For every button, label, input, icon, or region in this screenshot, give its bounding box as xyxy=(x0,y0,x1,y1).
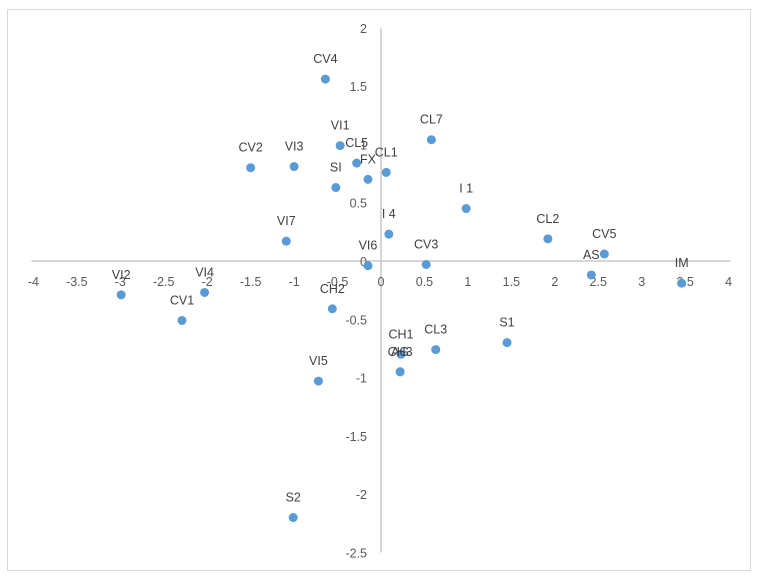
y-tick-label: 1.5 xyxy=(350,80,367,94)
data-point-fx xyxy=(363,174,373,184)
data-point-cv2 xyxy=(246,163,256,173)
data-label-i4: I 4 xyxy=(382,207,396,221)
data-label-si: SI xyxy=(330,161,342,175)
data-point-vi5 xyxy=(313,376,323,386)
data-point-si xyxy=(331,183,341,193)
data-label-cl5: CL5 xyxy=(345,136,368,150)
x-tick-label: 1 xyxy=(464,275,471,289)
x-tick-label: -4 xyxy=(28,275,39,289)
data-label-cl2: CL2 xyxy=(536,212,559,226)
data-label-vi1: VI1 xyxy=(331,119,350,133)
data-point-vi1 xyxy=(335,141,345,151)
data-point-cl3 xyxy=(431,345,441,355)
data-point-cv3 xyxy=(421,259,431,269)
x-tick-label: -1 xyxy=(289,275,300,289)
data-point-i4 xyxy=(384,229,394,239)
data-point-cl7 xyxy=(426,135,436,145)
y-tick-label: -2.5 xyxy=(345,547,367,561)
data-point-vi2 xyxy=(116,290,126,300)
x-tick-label: -3 xyxy=(115,275,126,289)
y-tick-label: -1 xyxy=(356,372,367,386)
data-label-cv1: CV1 xyxy=(170,293,194,307)
data-point-vi6 xyxy=(363,261,373,271)
data-point-cv4 xyxy=(320,74,330,84)
data-label-cv3: CV3 xyxy=(414,237,438,251)
data-point-ch1 xyxy=(396,349,406,359)
data-point-cl2 xyxy=(543,234,553,244)
y-tick-label: 0.5 xyxy=(350,197,367,211)
data-label-cl1: CL1 xyxy=(375,145,398,159)
data-label-vi7: VI7 xyxy=(277,214,296,228)
y-tick-label: 2 xyxy=(360,22,367,36)
data-label-as: AS xyxy=(583,248,600,262)
x-tick-label: 3 xyxy=(638,275,645,289)
x-tick-label: 4 xyxy=(725,275,732,289)
y-tick-label: 1 xyxy=(360,138,367,152)
data-point-cv5 xyxy=(599,249,609,259)
data-label-cv2: CV2 xyxy=(238,141,262,155)
data-point-vi4 xyxy=(200,287,210,297)
data-point-cv1 xyxy=(177,315,187,325)
data-point-ch2 xyxy=(327,304,337,314)
x-tick-label: 0 xyxy=(378,275,385,289)
data-point-i1 xyxy=(461,204,471,214)
data-label-fx: FX xyxy=(360,152,377,166)
data-point-s1 xyxy=(502,338,512,348)
data-label-cl3: CL3 xyxy=(424,323,447,337)
data-label-vi4: VI4 xyxy=(195,265,214,279)
data-label-im: IM xyxy=(675,256,689,270)
data-label-vi2: VI2 xyxy=(112,268,131,282)
x-tick-label: 1.5 xyxy=(503,275,520,289)
x-tick-label: -0.5 xyxy=(327,275,349,289)
data-point-im xyxy=(677,278,687,288)
x-tick-label: 2 xyxy=(551,275,558,289)
data-label-vi5: VI5 xyxy=(309,354,328,368)
data-label-cv5: CV5 xyxy=(592,227,616,241)
data-point-vi3 xyxy=(289,162,299,172)
x-tick-label: -2 xyxy=(202,275,213,289)
y-tick-label: -1.5 xyxy=(345,430,367,444)
data-label-ag: AG xyxy=(391,345,409,359)
data-label-s1: S1 xyxy=(499,316,514,330)
x-tick-label: -3.5 xyxy=(66,275,88,289)
data-point-vi7 xyxy=(281,236,291,246)
data-point-s2 xyxy=(288,513,298,523)
chart-area xyxy=(7,9,751,571)
data-points xyxy=(116,74,687,523)
data-label-vi3: VI3 xyxy=(285,140,304,154)
data-label-i1: I 1 xyxy=(459,182,473,196)
data-point-cl5 xyxy=(352,158,362,168)
data-label-vi6: VI6 xyxy=(359,239,378,253)
x-tick-label: -1.5 xyxy=(240,275,262,289)
y-tick-label: -0.5 xyxy=(345,313,367,327)
data-point-cl1 xyxy=(381,167,391,177)
data-label-cv4: CV4 xyxy=(313,52,337,66)
data-point-as xyxy=(586,270,596,280)
y-tick-label: 0 xyxy=(360,255,367,269)
x-tick-label: -2.5 xyxy=(153,275,175,289)
y-tick-label: -2 xyxy=(356,488,367,502)
data-point-ag xyxy=(395,367,405,377)
x-tick-label: 0.5 xyxy=(416,275,433,289)
tick-labels: -4-3.5-3-2.5-2-1.5-1-0.500.511.522.533.5… xyxy=(28,22,732,561)
data-label-ch3: CH3 xyxy=(388,345,413,359)
data-label-ch2: CH2 xyxy=(320,282,345,296)
data-label-s2: S2 xyxy=(286,491,301,505)
data-label-cl7: CL7 xyxy=(420,113,443,127)
axes xyxy=(31,27,731,553)
data-label-ch1: CH1 xyxy=(388,327,413,341)
